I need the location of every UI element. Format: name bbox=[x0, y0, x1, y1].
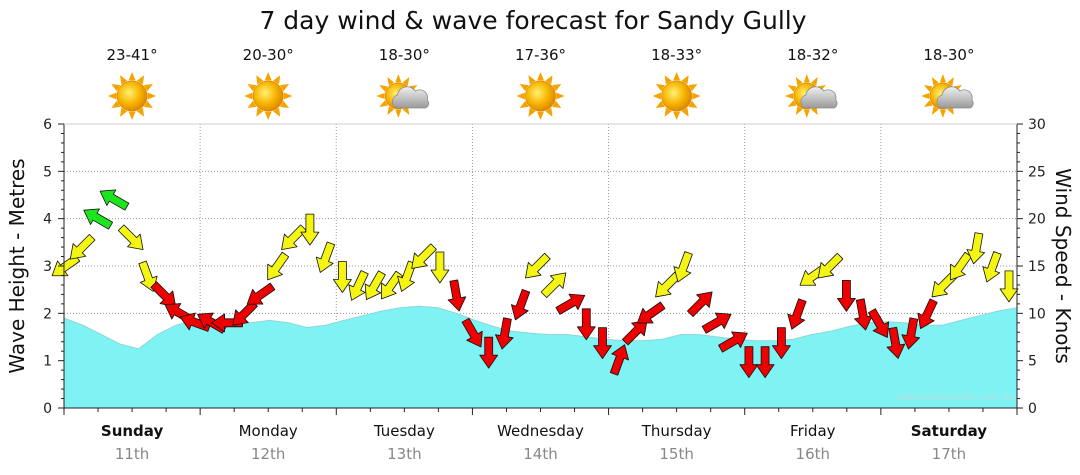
day-temp-range: 18-32° bbox=[787, 46, 838, 64]
day-temp-range: 20-30° bbox=[243, 46, 294, 64]
wind-arrow bbox=[673, 251, 693, 283]
day-date-label: 12th bbox=[251, 445, 285, 463]
day-temp-range: 23-41° bbox=[107, 46, 158, 64]
y-tick-label-right: 0 bbox=[1028, 401, 1037, 417]
wind-arrow bbox=[69, 233, 96, 260]
wind-arrow bbox=[348, 270, 369, 301]
day-name-label: Wednesday bbox=[497, 422, 584, 440]
chart-title: 7 day wind & wave forecast for Sandy Gul… bbox=[259, 6, 806, 35]
wind-arrow bbox=[609, 344, 630, 376]
wind-arrow bbox=[495, 317, 514, 350]
wind-arrow bbox=[99, 189, 130, 211]
wind-arrow bbox=[982, 251, 1002, 283]
wind-arrow bbox=[267, 251, 290, 281]
day-date-label: 11th bbox=[115, 445, 149, 463]
y-axis-right-label: Wind Speed - Knots bbox=[1051, 168, 1075, 364]
partly-cloudy-icon bbox=[784, 74, 838, 118]
y-tick-label-left: 4 bbox=[43, 212, 52, 228]
wind-arrow bbox=[447, 279, 467, 312]
wind-arrow bbox=[315, 241, 336, 273]
y-tick-label-left: 2 bbox=[43, 306, 52, 322]
wind-arrow bbox=[787, 298, 807, 330]
day-temp-range: 18-33° bbox=[651, 46, 702, 64]
y-tick-label-left: 6 bbox=[43, 117, 52, 133]
wind-arrow bbox=[461, 317, 483, 348]
wind-arrow bbox=[430, 251, 450, 284]
y-tick-label-right: 5 bbox=[1028, 354, 1037, 370]
partly-cloudy-icon bbox=[920, 74, 974, 118]
wind-arrow bbox=[837, 279, 856, 312]
wind-arrow bbox=[510, 288, 531, 321]
wind-arrow bbox=[411, 243, 437, 269]
sunny-icon bbox=[516, 72, 565, 120]
wind-arrow bbox=[332, 261, 352, 293]
day-name-label: Friday bbox=[790, 422, 836, 440]
y-tick-label-right: 25 bbox=[1028, 164, 1046, 180]
wind-arrow bbox=[901, 317, 920, 350]
y-tick-label-right: 20 bbox=[1028, 212, 1046, 228]
watermark: www.seabreeze.com.au bbox=[897, 392, 1015, 403]
y-tick-label-right: 15 bbox=[1028, 259, 1046, 275]
y-tick-label-left: 5 bbox=[43, 164, 52, 180]
wind-arrow bbox=[636, 301, 666, 324]
day-date-label: 13th bbox=[387, 445, 421, 463]
wind-arrow bbox=[621, 319, 648, 346]
day-name-label: Monday bbox=[239, 422, 298, 440]
wind-arrow bbox=[950, 251, 972, 281]
y-tick-label-right: 10 bbox=[1028, 306, 1046, 322]
wind-arrow bbox=[83, 208, 114, 230]
wind-arrow bbox=[755, 346, 775, 379]
wind-arrow bbox=[868, 308, 890, 338]
wind-arrow bbox=[701, 312, 732, 334]
day-date-label: 17th bbox=[932, 445, 966, 463]
sunny-icon bbox=[652, 72, 701, 120]
day-date-label: 15th bbox=[659, 445, 693, 463]
day-temp-range: 18-30° bbox=[379, 46, 430, 64]
wind-arrow bbox=[281, 224, 307, 251]
wind-arrow bbox=[718, 331, 748, 353]
partly-cloudy-icon bbox=[376, 74, 429, 118]
wind-arrow bbox=[886, 326, 906, 359]
wind-arrow bbox=[479, 336, 499, 369]
wind-arrow bbox=[540, 272, 567, 299]
wind-arrow bbox=[179, 312, 212, 332]
wind-arrow bbox=[300, 213, 320, 246]
day-temp-range: 18-30° bbox=[923, 46, 974, 64]
wind-arrow bbox=[593, 327, 612, 360]
wind-arrow bbox=[364, 270, 386, 301]
wind-arrow bbox=[686, 291, 713, 318]
wind-arrow bbox=[525, 252, 551, 279]
day-name-label: Thursday bbox=[641, 422, 712, 440]
day-temp-range: 17-36° bbox=[515, 46, 566, 64]
wind-arrow bbox=[138, 260, 158, 292]
day-date-label: 14th bbox=[523, 445, 557, 463]
day-name-label: Sunday bbox=[101, 422, 164, 440]
wind-arrow bbox=[576, 308, 596, 341]
wind-arrow bbox=[246, 282, 276, 305]
wind-arrow bbox=[966, 232, 986, 265]
y-axis-left-label: Wave Height - Metres bbox=[5, 158, 29, 373]
sunny-icon bbox=[108, 72, 157, 120]
y-tick-label-left: 3 bbox=[43, 259, 52, 275]
day-name-label: Saturday bbox=[911, 422, 988, 440]
day-name-label: Tuesday bbox=[373, 422, 435, 440]
day-date-label: 16th bbox=[796, 445, 830, 463]
wind-arrow bbox=[117, 224, 144, 251]
wind-arrow bbox=[555, 293, 586, 315]
sunny-icon bbox=[244, 72, 293, 120]
y-tick-label-left: 0 bbox=[43, 401, 52, 417]
y-tick-label-left: 1 bbox=[43, 354, 52, 370]
wind-arrow bbox=[817, 252, 844, 279]
y-tick-label-right: 30 bbox=[1028, 117, 1046, 133]
wind-arrow bbox=[381, 270, 403, 300]
wind-arrow bbox=[917, 298, 938, 330]
wind-arrow bbox=[772, 327, 791, 360]
wind-arrow bbox=[150, 281, 177, 307]
